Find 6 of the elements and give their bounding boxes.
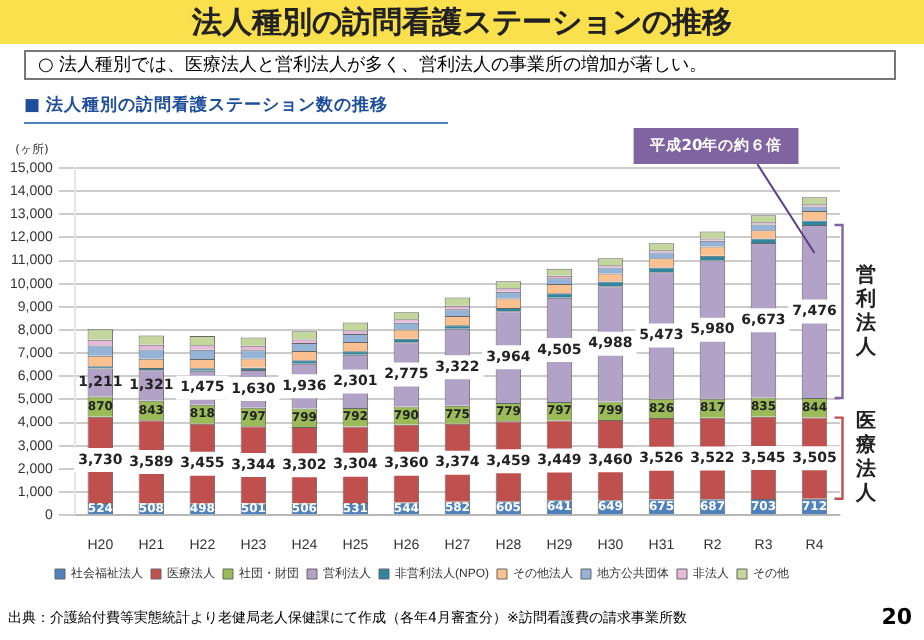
chart-subtitle: ○ 法人種別では、医療法人と営利法人が多く、営利法人の事業所の増加が著しい。 bbox=[24, 50, 896, 80]
chart-title: 法人種別の訪問看護ステーションの推移 bbox=[0, 0, 924, 44]
text: 営利法人 bbox=[854, 262, 879, 359]
text: 医療法人 bbox=[854, 409, 879, 506]
legend-title: ■ 法人種別の訪問看護ステーション数の推移 bbox=[24, 94, 448, 124]
text: 20 bbox=[881, 604, 912, 630]
